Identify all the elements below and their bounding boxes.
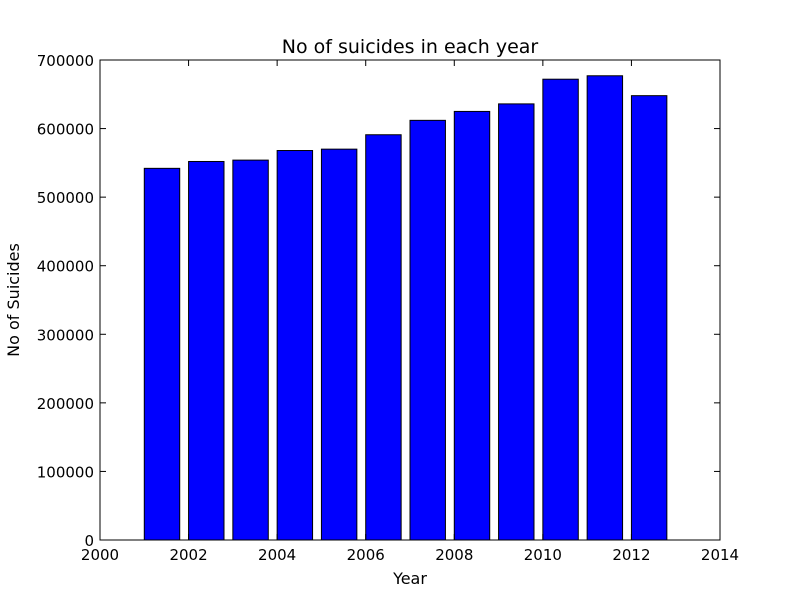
bar-2009: [498, 103, 535, 541]
x-tick-label: 2002: [169, 546, 207, 564]
y-tick-label: 700000: [37, 52, 94, 70]
x-tick-label: 2014: [701, 546, 739, 564]
ticks-group: 2000 2002 2004 2006 2008 2010 2012 2014 0 100000 2…: [37, 52, 739, 564]
x-axis-label: Year: [392, 569, 427, 588]
bar-2011: [586, 75, 624, 541]
x-tick-label: 2008: [435, 546, 473, 564]
bar-2003: [232, 159, 269, 541]
bar-2004: [276, 150, 314, 541]
bar-2008: [453, 110, 491, 541]
y-tick-label: 300000: [37, 326, 94, 344]
y-tick-label: 500000: [37, 189, 94, 207]
y-tick-label: 0: [84, 532, 94, 550]
y-tick-label: 600000: [37, 121, 94, 139]
x-tick-label: 2006: [347, 546, 385, 564]
y-tick-label: 100000: [37, 463, 94, 481]
bar-2006: [365, 134, 402, 541]
bar-2002: [188, 160, 225, 541]
bar-2012: [630, 95, 668, 541]
bar-2007: [409, 119, 446, 541]
bars-group: [143, 75, 668, 541]
bar-2001: [143, 167, 181, 541]
y-axis-label: No of Suicides: [4, 243, 23, 357]
y-tick-label: 400000: [37, 258, 94, 276]
x-tick-label: 2004: [258, 546, 296, 564]
x-tick-label: 2010: [524, 546, 562, 564]
plot-frame: [99, 59, 721, 541]
x-tick-label: 2000: [81, 546, 119, 564]
bar-2005: [320, 148, 358, 541]
bar-2010: [542, 78, 579, 541]
x-tick-label: 2012: [612, 546, 650, 564]
chart-title: No of suicides in each year: [282, 36, 539, 58]
y-tick-label: 200000: [37, 395, 94, 413]
